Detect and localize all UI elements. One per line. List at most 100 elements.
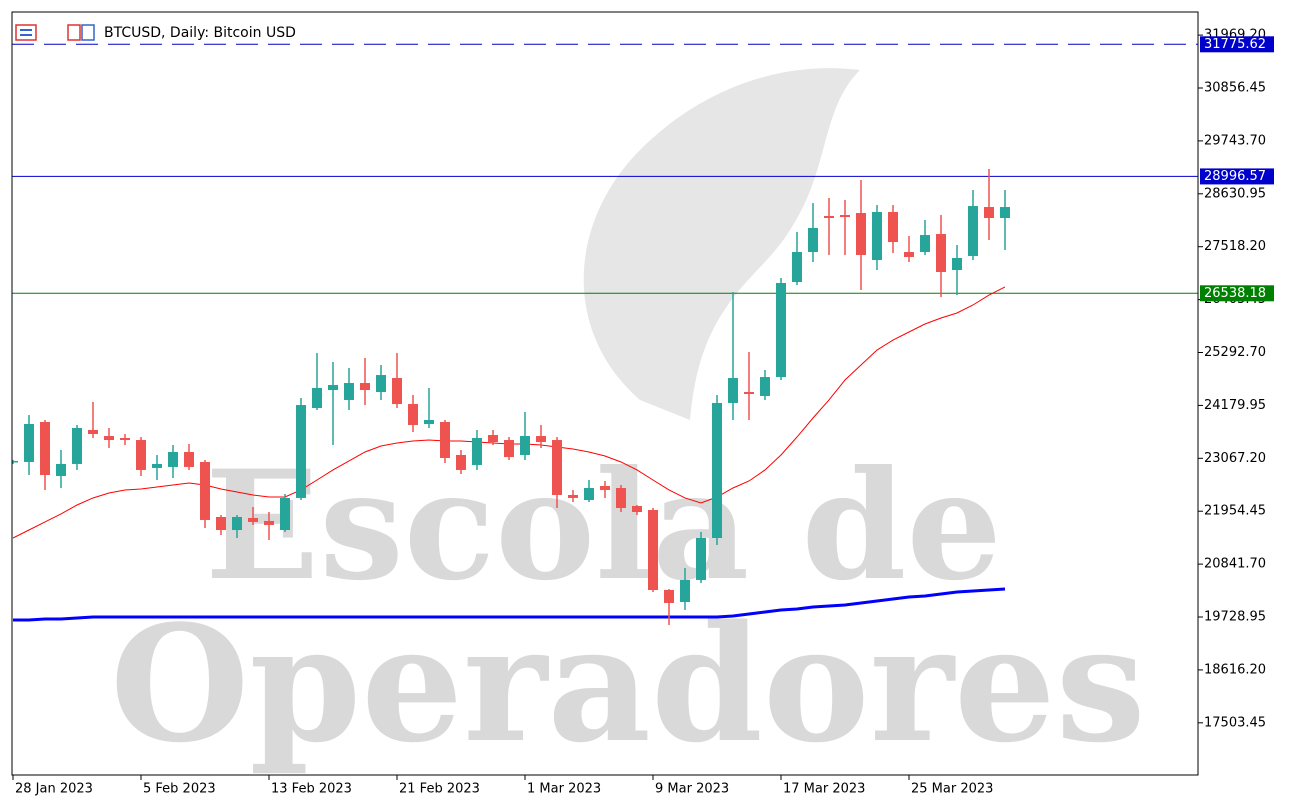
candle-body xyxy=(664,590,674,603)
plot-area xyxy=(12,43,1198,625)
x-tick-label: 21 Feb 2023 xyxy=(399,782,480,797)
candle-body xyxy=(40,421,50,476)
level-label: 26538.18 xyxy=(1204,286,1266,301)
y-tick-label: 17503.45 xyxy=(1204,715,1266,730)
candle-body xyxy=(328,385,338,391)
candle-body xyxy=(104,436,114,441)
candle-body xyxy=(312,388,322,409)
candle-body xyxy=(856,213,866,255)
icon xyxy=(81,24,95,41)
level-label-box xyxy=(1200,168,1274,185)
candle-body xyxy=(232,516,242,531)
y-tick-label: 25292.70 xyxy=(1204,345,1266,360)
candle-body xyxy=(360,383,370,391)
watermark-text: Operadores xyxy=(110,590,1146,778)
x-tick-label: 5 Feb 2023 xyxy=(143,782,216,797)
candle-body xyxy=(520,436,530,455)
candle-body xyxy=(552,440,562,495)
candle-body xyxy=(344,383,354,400)
candle-body xyxy=(712,402,722,538)
candle-body xyxy=(776,282,786,378)
candle-body xyxy=(1000,207,1010,219)
candle-body xyxy=(536,436,546,443)
candle-body xyxy=(840,215,850,218)
y-tick-label: 21954.45 xyxy=(1204,504,1266,519)
candle-body xyxy=(808,227,818,252)
candle-body xyxy=(248,517,258,522)
candle-body xyxy=(568,494,578,498)
x-tick-label: 1 Mar 2023 xyxy=(527,782,601,797)
candle-body xyxy=(936,234,946,273)
candle-body xyxy=(984,207,994,219)
axes: 31969.2030856.4529743.7028630.9527518.20… xyxy=(11,11,1274,797)
candle-body xyxy=(136,440,146,470)
icon xyxy=(67,24,81,41)
candle-body xyxy=(760,377,770,396)
candle-body xyxy=(872,212,882,261)
x-tick-label: 28 Jan 2023 xyxy=(15,782,93,797)
candle-body xyxy=(264,520,274,525)
candle-body xyxy=(728,378,738,403)
candle-body xyxy=(56,463,66,477)
moving-average xyxy=(13,587,1006,622)
candle-body xyxy=(184,451,194,467)
candle-body xyxy=(200,461,210,520)
y-tick-label: 20841.70 xyxy=(1204,557,1266,572)
candle-body xyxy=(72,427,82,464)
candle-body xyxy=(824,216,834,219)
level-label-box xyxy=(1200,36,1274,53)
candle-body xyxy=(152,463,162,468)
level-label-box xyxy=(1200,285,1274,302)
candle-body xyxy=(168,451,178,467)
candle-body xyxy=(968,206,978,256)
candle-body xyxy=(12,460,18,463)
candle-body xyxy=(888,212,898,243)
candle-body xyxy=(744,391,754,394)
y-tick-label: 29743.70 xyxy=(1204,133,1266,148)
y-tick-label: 28630.95 xyxy=(1204,186,1266,201)
x-tick-label: 13 Feb 2023 xyxy=(271,782,352,797)
x-tick-label: 25 Mar 2023 xyxy=(911,782,993,797)
candle-body xyxy=(488,435,498,443)
y-tick-label: 24179.95 xyxy=(1204,398,1266,413)
candle-body xyxy=(600,485,610,490)
candle-body xyxy=(456,454,466,470)
candle-body xyxy=(792,251,802,282)
level-label: 28996.57 xyxy=(1204,169,1266,184)
y-tick-label: 23067.20 xyxy=(1204,451,1266,466)
y-tick-label: 19728.95 xyxy=(1204,610,1266,625)
x-tick-label: 9 Mar 2023 xyxy=(655,782,729,797)
candle-body xyxy=(696,537,706,580)
watermark-logo xyxy=(583,68,860,421)
level-label: 31775.62 xyxy=(1204,37,1266,52)
chart-title: BTCUSD, Daily: Bitcoin USD xyxy=(104,25,296,41)
candle-body xyxy=(680,579,690,602)
candle-body xyxy=(216,516,226,531)
y-tick-label: 18616.20 xyxy=(1204,662,1266,677)
x-tick-label: 17 Mar 2023 xyxy=(783,782,865,797)
candle-body xyxy=(584,487,594,501)
candle-body xyxy=(296,405,306,498)
y-tick-label: 27518.20 xyxy=(1204,239,1266,254)
candle-body xyxy=(280,497,290,531)
candle-body xyxy=(920,235,930,252)
candle-body xyxy=(632,505,642,512)
icon xyxy=(15,24,37,41)
candle-body xyxy=(472,438,482,465)
y-tick-label: 30856.45 xyxy=(1204,81,1266,96)
candle-body xyxy=(392,378,402,405)
plot-frame xyxy=(11,11,1199,776)
watermark-text: Escola de xyxy=(205,438,1002,614)
candle-body xyxy=(440,421,450,458)
candle-body xyxy=(24,423,34,462)
candle-body xyxy=(904,251,914,257)
candle-body xyxy=(408,404,418,425)
candle-body xyxy=(616,487,626,508)
candle-body xyxy=(88,429,98,435)
candle-body xyxy=(952,257,962,271)
candle-body xyxy=(504,440,514,458)
candle-body xyxy=(120,438,130,441)
candle-body xyxy=(648,509,658,591)
